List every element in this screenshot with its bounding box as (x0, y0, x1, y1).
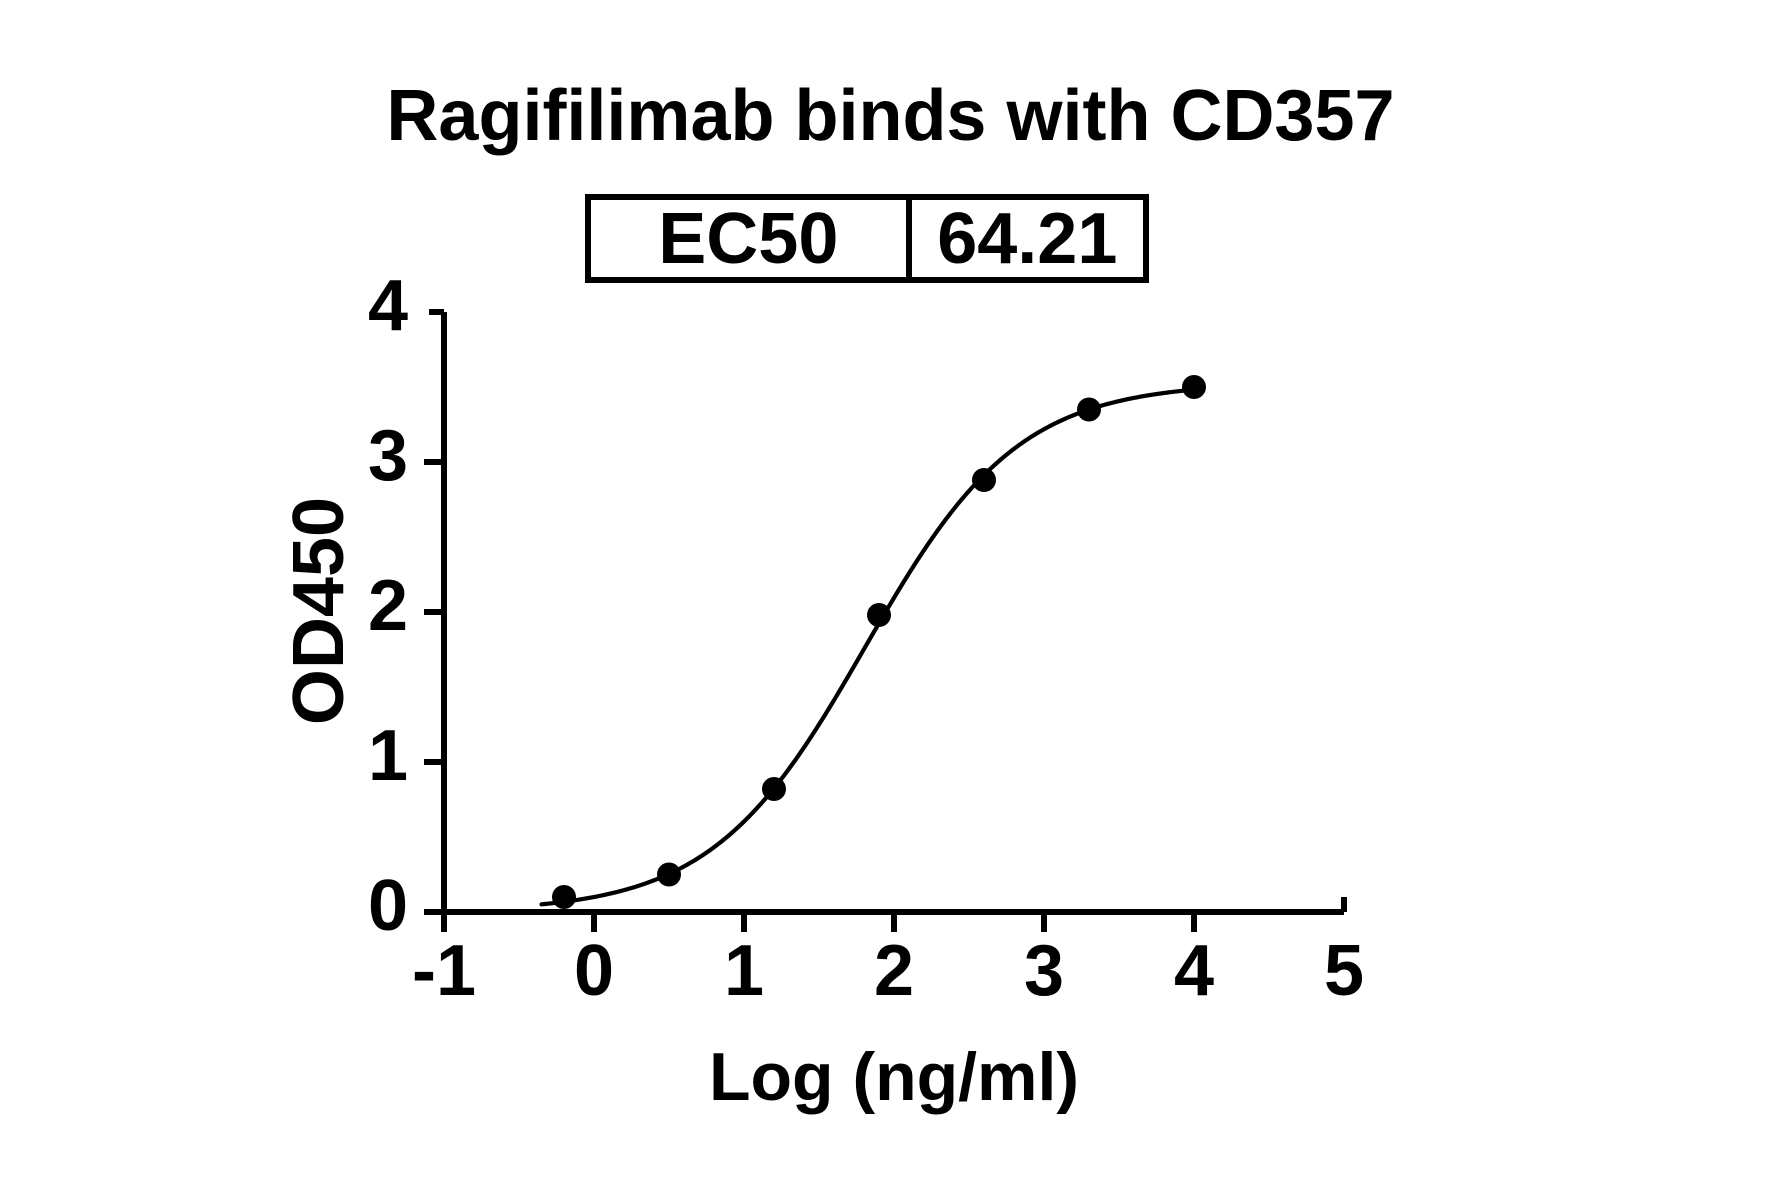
svg-text:2: 2 (368, 566, 408, 646)
svg-text:3: 3 (368, 416, 408, 496)
svg-text:0: 0 (368, 866, 408, 946)
svg-text:2: 2 (874, 931, 914, 1011)
svg-text:5: 5 (1324, 931, 1364, 1011)
svg-text:OD450: OD450 (279, 497, 359, 725)
svg-text:4: 4 (368, 266, 408, 346)
svg-text:1: 1 (724, 931, 764, 1011)
svg-text:0: 0 (574, 931, 614, 1011)
svg-text:-1: -1 (412, 931, 476, 1011)
svg-text:4: 4 (1174, 931, 1214, 1011)
svg-text:1: 1 (368, 716, 408, 796)
svg-text:3: 3 (1024, 931, 1064, 1011)
svg-text:Log (ng/ml): Log (ng/ml) (709, 1039, 1079, 1115)
